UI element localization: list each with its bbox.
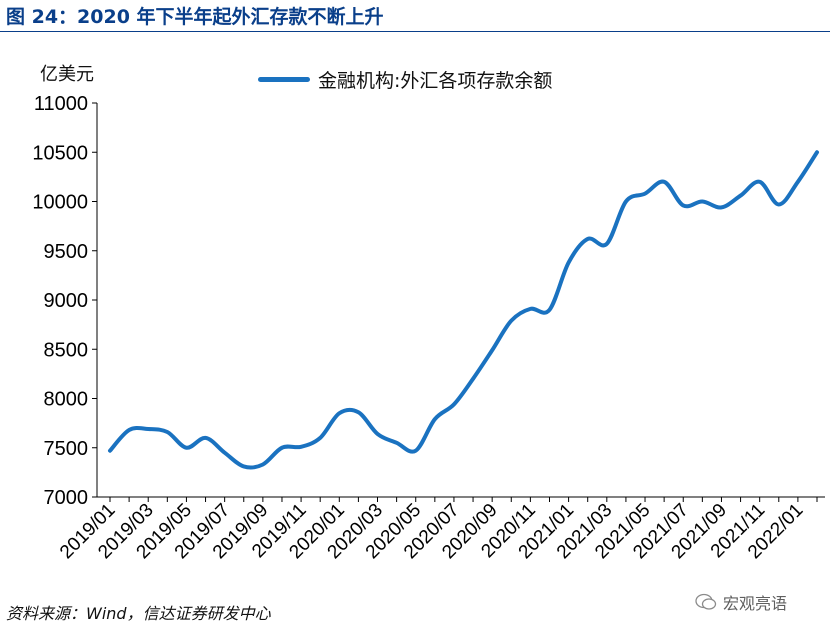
legend-label: 金融机构:外汇各项存款余额 (318, 70, 553, 92)
legend: 金融机构:外汇各项存款余额 (258, 66, 552, 93)
y-tick-label: 9000 (44, 290, 89, 312)
y-tick-label: 9500 (44, 241, 89, 263)
wechat-icon (695, 593, 717, 610)
y-tick-label: 8500 (44, 339, 89, 361)
legend-swatch (258, 77, 310, 82)
y-tick-label: 7500 (44, 438, 89, 460)
figure-title: 图 24：2020 年下半年起外汇存款不断上升 (6, 6, 384, 28)
y-tick-label: 10000 (32, 192, 88, 214)
watermark-text: 宏观亮语 (723, 594, 788, 613)
y-tick-label: 8000 (44, 389, 89, 411)
y-tick-label: 11000 (34, 93, 88, 115)
series-line (108, 150, 819, 470)
y-tick-label: 7000 (44, 487, 89, 509)
source-note: 资料来源：Wind，信达证券研发中心 (6, 604, 271, 623)
title-divider (0, 31, 830, 32)
watermark: 宏观亮语 (695, 590, 787, 614)
y-axis-unit: 亿美元 (40, 64, 94, 85)
y-tick-label: 10500 (32, 142, 88, 164)
